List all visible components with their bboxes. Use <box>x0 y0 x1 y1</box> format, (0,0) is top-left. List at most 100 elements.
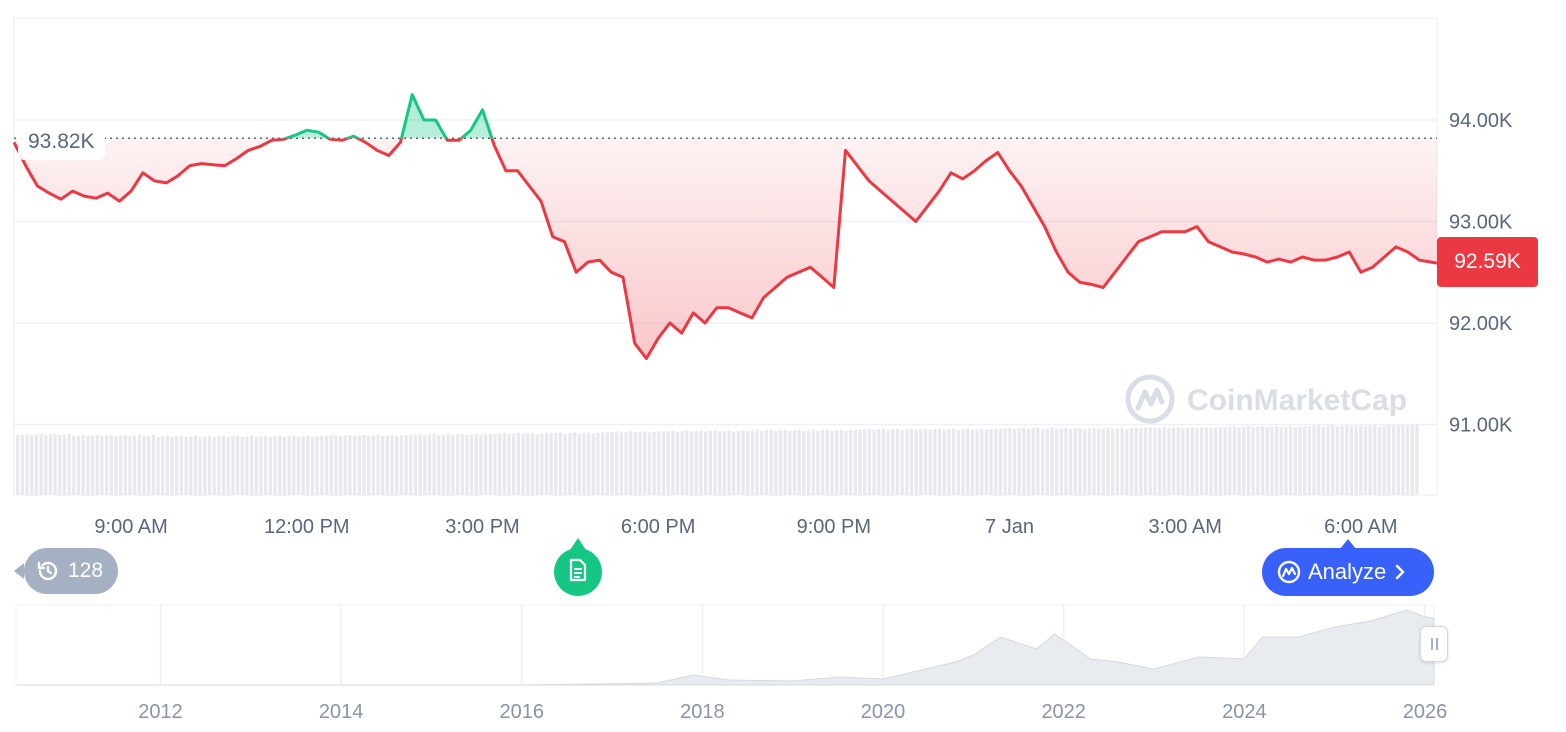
area-fill <box>14 94 1437 359</box>
volume-bar <box>1251 427 1255 495</box>
volume-bar <box>881 428 886 495</box>
volume-bar <box>371 435 375 495</box>
volume-bar <box>1022 427 1026 495</box>
navigator-drag-handle[interactable] <box>1420 626 1448 662</box>
volume-bar <box>1204 426 1208 495</box>
volume-bar <box>446 433 450 495</box>
volume-bar <box>952 428 956 495</box>
volume-bar <box>774 430 778 495</box>
volume-bar <box>1059 428 1063 495</box>
volume-bar <box>867 428 872 495</box>
volume-bar <box>1125 429 1129 495</box>
volume-bar <box>240 436 244 495</box>
price-line <box>12 93 1438 360</box>
x-tick-label: 6:00 AM <box>1324 516 1397 538</box>
navigator-year-label: 2018 <box>680 701 725 723</box>
history-icon <box>36 559 60 583</box>
volume-bar <box>1260 426 1265 495</box>
volume-bar <box>376 434 380 495</box>
volume-bar <box>750 430 755 495</box>
volume-bar <box>48 434 53 495</box>
volume-bar <box>755 429 759 495</box>
volume-bar <box>572 432 577 495</box>
volume-bar <box>1167 428 1171 495</box>
volume-bar <box>1181 428 1185 495</box>
x-tick-label: 6:00 PM <box>621 516 695 538</box>
volume-bar <box>895 428 900 495</box>
volume-bar <box>914 429 918 495</box>
volume-bar <box>699 430 703 495</box>
volume-bar <box>984 429 989 495</box>
volume-bars <box>16 424 1419 495</box>
volume-bar <box>231 436 235 495</box>
navigator-year-label: 2022 <box>1041 701 1086 723</box>
volume-bar <box>399 435 404 495</box>
volume-bar <box>769 429 773 495</box>
volume-bar <box>558 432 563 495</box>
volume-bar <box>1092 427 1096 495</box>
volume-bar <box>919 429 923 495</box>
volume-bar <box>385 435 389 495</box>
reference-price-label: 93.82K <box>18 124 105 160</box>
volume-bar <box>1143 427 1148 495</box>
volume-bar <box>409 435 413 495</box>
volume-bar <box>343 435 347 495</box>
volume-bar <box>1111 429 1115 495</box>
volume-bar <box>596 432 600 495</box>
volume-bar <box>76 435 81 495</box>
volume-bar <box>1232 426 1237 495</box>
volume-bar <box>1101 428 1106 495</box>
volume-bar <box>1349 426 1354 495</box>
volume-bar <box>287 436 291 495</box>
volume-bar <box>479 435 483 495</box>
volume-bar <box>254 436 258 495</box>
navigator-year-label: 2026 <box>1403 701 1448 723</box>
volume-bar <box>1307 426 1311 495</box>
price-line-down <box>12 138 1438 360</box>
volume-bar <box>591 433 595 495</box>
volume-bar <box>123 434 127 495</box>
analyze-button[interactable]: Analyze <box>1262 539 1434 596</box>
x-tick-label: 3:00 PM <box>445 516 519 538</box>
volume-bar <box>1083 429 1087 495</box>
volume-bar <box>966 428 970 495</box>
volume-bar <box>1129 428 1134 495</box>
history-badge[interactable]: 128 <box>14 548 118 594</box>
volume-bar <box>507 434 511 495</box>
volume-bar <box>989 429 993 495</box>
navigator[interactable]: 2012 2014 2016 2018 2020 2022 2024 2026 <box>15 604 1448 723</box>
volume-bar <box>16 435 20 495</box>
volume-bar <box>137 434 141 495</box>
volume-bar <box>348 434 352 495</box>
volume-bar <box>788 430 792 495</box>
volume-bar <box>970 429 974 495</box>
current-price-label: 92.59K <box>1437 237 1538 287</box>
volume-bar <box>484 434 488 495</box>
y-tick-label: 92.00K <box>1449 313 1513 335</box>
volume-bar <box>357 435 361 495</box>
volume-bar <box>170 436 174 495</box>
volume-bar <box>451 435 455 495</box>
volume-bar <box>577 433 581 495</box>
below-reference-area <box>14 138 1437 359</box>
volume-bar <box>1415 424 1419 495</box>
volume-bar <box>872 429 876 495</box>
volume-bar <box>128 436 132 495</box>
volume-bar <box>1171 427 1176 495</box>
volume-bar <box>109 434 113 495</box>
volume-bar <box>44 435 48 495</box>
volume-bar <box>835 430 839 495</box>
volume-bar <box>928 429 932 495</box>
news-marker[interactable] <box>554 538 602 596</box>
volume-bar <box>1387 425 1391 495</box>
volume-bar <box>404 434 408 495</box>
volume-bar <box>278 435 282 495</box>
volume-bar <box>760 430 764 495</box>
y-tick-label: 91.00K <box>1449 415 1513 437</box>
volume-bar <box>1195 428 1199 495</box>
volume-bar <box>830 430 834 495</box>
volume-bar <box>381 436 385 495</box>
volume-bar <box>961 429 965 495</box>
volume-bar <box>1382 425 1386 495</box>
